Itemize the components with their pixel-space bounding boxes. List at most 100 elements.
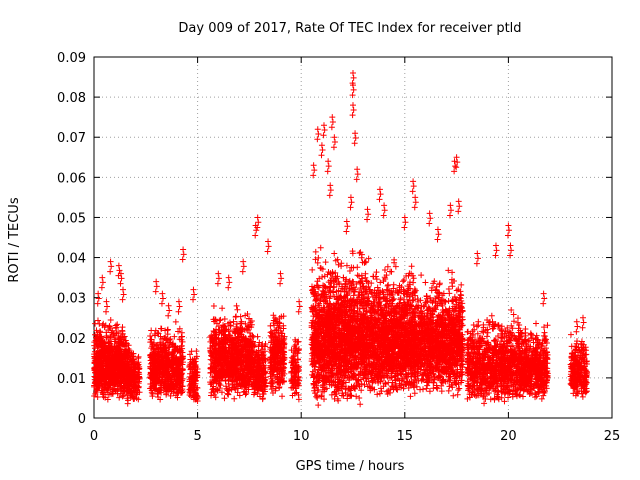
data-point (167, 392, 174, 399)
x-tick-label: 10 (293, 429, 310, 444)
data-point (116, 394, 123, 401)
data-point (106, 368, 113, 375)
data-point (116, 363, 123, 370)
data-point (94, 393, 101, 400)
data-point (111, 357, 118, 364)
data-point (91, 367, 98, 374)
data-point (124, 352, 131, 359)
y-tick-label: 0.05 (57, 211, 86, 226)
data-point (101, 343, 108, 350)
data-point (127, 392, 134, 399)
y-tick-label: 0.03 (57, 292, 86, 307)
data-point (96, 348, 103, 355)
data-point (131, 368, 138, 375)
data-point (91, 359, 98, 366)
data-point (136, 363, 143, 370)
data-point (130, 360, 137, 367)
data-point (97, 335, 104, 342)
y-tick-label: 0.01 (57, 372, 86, 387)
data-point (322, 259, 329, 266)
data-point (317, 244, 324, 251)
data-point (119, 387, 126, 394)
data-point (135, 359, 142, 366)
data-point (106, 357, 113, 364)
data-point (100, 391, 107, 398)
data-point (125, 345, 132, 352)
data-point (114, 321, 121, 328)
data-point (132, 365, 139, 372)
data-point (131, 395, 138, 402)
data-point (219, 305, 226, 312)
data-point (154, 329, 161, 336)
data-point (279, 393, 286, 400)
data-point (106, 340, 113, 347)
data-point (117, 356, 124, 363)
data-point (131, 356, 138, 363)
data-point (356, 394, 363, 401)
data-point (231, 395, 238, 402)
y-tick-label: 0 (78, 412, 86, 427)
data-point (109, 390, 116, 397)
data-point (259, 396, 266, 403)
data-point (121, 343, 128, 350)
data-point (172, 318, 179, 325)
data-point (103, 346, 110, 353)
data-point (357, 401, 364, 408)
data-point (100, 390, 107, 397)
data-point (178, 342, 185, 349)
x-tick-labels: 0 5 10 15 20 25 (90, 429, 620, 444)
data-point (121, 333, 128, 340)
data-point (96, 320, 103, 327)
data-point (97, 341, 104, 348)
data-point (91, 351, 98, 358)
y-tick-labels: 00.010.020.030.040.050.060.070.080.09 (57, 51, 86, 427)
data-point (94, 382, 101, 389)
y-tick-label: 0.09 (57, 51, 86, 66)
data-point (210, 303, 217, 310)
data-point (354, 264, 361, 271)
data-point (335, 261, 342, 268)
data-point (233, 313, 240, 320)
data-point (148, 327, 155, 334)
data-point (105, 373, 112, 380)
data-point (338, 263, 345, 270)
data-point (135, 396, 142, 403)
x-tick-label: 15 (397, 429, 414, 444)
data-point (179, 366, 186, 373)
data-point (124, 395, 131, 402)
data-point (346, 268, 353, 275)
data-point (108, 346, 115, 353)
data-point (126, 374, 133, 381)
data-point (94, 373, 101, 380)
data-point (125, 388, 132, 395)
data-point (318, 393, 325, 400)
data-point (113, 349, 120, 356)
data-point (315, 254, 322, 261)
data-point (102, 358, 109, 365)
data-point (124, 358, 131, 365)
data-point (115, 329, 122, 336)
data-point (103, 381, 110, 388)
data-points (91, 70, 591, 409)
data-point (233, 302, 240, 309)
data-point (124, 400, 131, 407)
data-point (93, 327, 100, 334)
y-tick-label: 0.02 (57, 332, 86, 347)
data-point (331, 250, 338, 257)
data-point (127, 351, 134, 358)
data-point (127, 378, 134, 385)
data-point (119, 324, 126, 331)
data-point (94, 336, 101, 343)
data-point (353, 393, 360, 400)
x-tick-label: 25 (604, 429, 621, 444)
data-point (101, 352, 108, 359)
data-point (102, 322, 109, 329)
data-point (109, 378, 116, 385)
x-tick-label: 20 (500, 429, 517, 444)
data-point (135, 353, 142, 360)
y-tick-label: 0.04 (57, 252, 86, 267)
data-point (93, 388, 100, 395)
data-point (105, 376, 112, 383)
data-point (110, 375, 117, 382)
